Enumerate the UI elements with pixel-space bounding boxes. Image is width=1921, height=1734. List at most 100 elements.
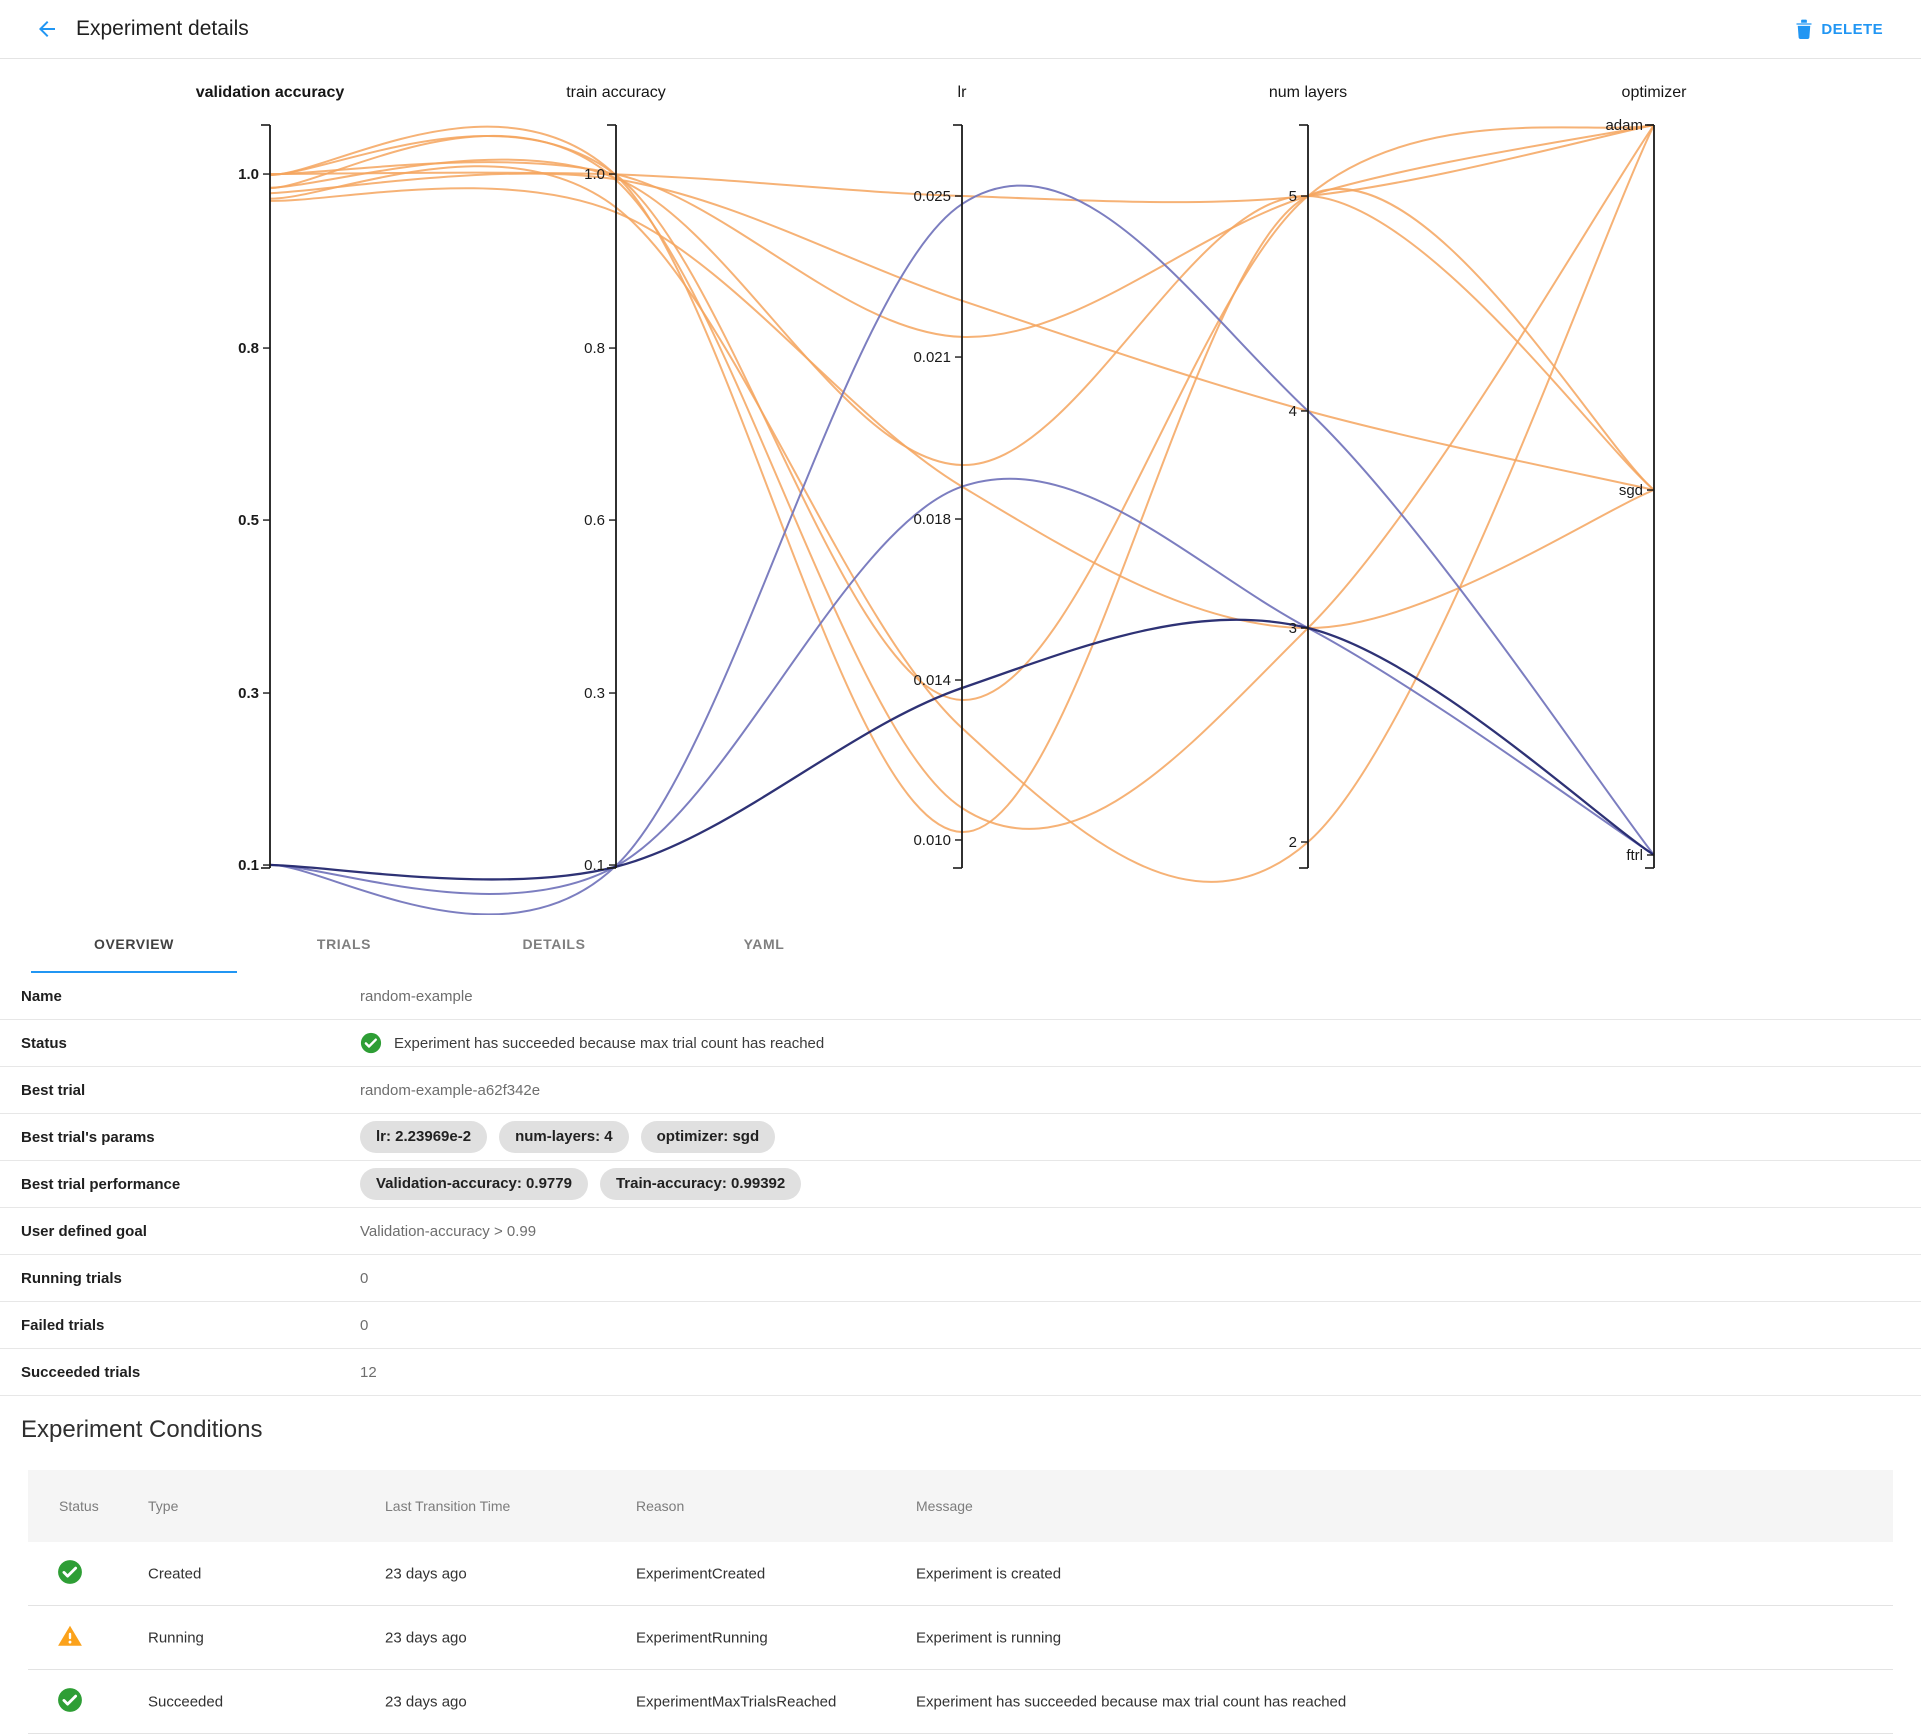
- axis-tick-label: ftrl: [1626, 847, 1643, 864]
- overview-row-label: Status: [21, 1034, 67, 1052]
- axis-tick-label: 4: [1289, 403, 1297, 420]
- axis-tick-label: 0.014: [913, 672, 951, 689]
- axis-tick-label: 1.0: [584, 166, 605, 183]
- experiment-status: Experiment has succeeded because max tri…: [360, 1032, 824, 1054]
- trial-line[interactable]: [269, 125, 1655, 834]
- axis-num_layers[interactable]: 5 4 3 2 num layers: [1269, 84, 1347, 869]
- axis-tick-label: 0.5: [238, 512, 259, 529]
- axis-optimizer[interactable]: adam sgd ftrl optimizer: [1605, 84, 1688, 869]
- axis-tick-label: 0.1: [238, 857, 259, 874]
- condition-row: Succeeded 23 days ago ExperimentMaxTrialsR…: [28, 1670, 1893, 1734]
- overview-row: Succeeded trials 12: [0, 1349, 1921, 1396]
- condition-message: Experiment is running: [916, 1629, 1062, 1646]
- overview-row: Best trial random-example-a62f342e: [0, 1067, 1921, 1114]
- condition-reason: ExperimentRunning: [636, 1629, 768, 1646]
- condition-status-cell: [57, 1623, 83, 1653]
- tab-yaml[interactable]: YAML: [743, 936, 785, 952]
- chart-section: 1.0 0.8 0.5 0.3 0.1 validation accuracy 1.0 0.8…: [0, 59, 1921, 916]
- conditions-column-header: Reason: [636, 1498, 685, 1514]
- trash-icon: [1796, 19, 1812, 39]
- overview-row-label: User defined goal: [21, 1222, 147, 1240]
- axis-title: train accuracy: [566, 84, 666, 101]
- overview-row: Running trials 0: [0, 1255, 1921, 1302]
- app-header: Experiment details DELETE: [0, 0, 1921, 59]
- tab-details[interactable]: DETAILS: [522, 936, 586, 952]
- axis-train_accuracy[interactable]: 1.0 0.8 0.6 0.3 0.1 train accuracy: [566, 84, 666, 874]
- overview-row-value: 0: [360, 1316, 369, 1334]
- axis-tick-label: 0.021: [913, 349, 951, 366]
- experiment-status-text: Experiment has succeeded because max tri…: [394, 1034, 825, 1052]
- tab-trials[interactable]: TRIALS: [316, 936, 372, 952]
- condition-status-cell: [57, 1559, 83, 1589]
- axis-tick-label: 1.0: [238, 166, 259, 183]
- condition-reason: ExperimentMaxTrialsReached: [636, 1693, 837, 1710]
- overview-row: Best trial performance Validation-accurac…: [0, 1161, 1921, 1208]
- axis-validation_accuracy[interactable]: 1.0 0.8 0.5 0.3 0.1 validation accuracy: [196, 84, 345, 874]
- axis-title: optimizer: [1622, 84, 1688, 101]
- conditions-column-header: Status: [59, 1498, 99, 1514]
- conditions-column-header: Type: [148, 1498, 179, 1514]
- param-chip: optimizer: sgd: [640, 1121, 776, 1153]
- conditions-heading: Experiment Conditions: [21, 1416, 263, 1443]
- param-chip: lr: 2.23969e-2: [360, 1121, 488, 1153]
- param-chip: Train-accuracy: 0.99392: [599, 1168, 802, 1200]
- success-check-icon: [360, 1032, 382, 1054]
- overview-row: User defined goal Validation-accuracy > 0…: [0, 1208, 1921, 1255]
- tab-overview[interactable]: OVERVIEW: [29, 915, 239, 973]
- axis-tick-label: 2: [1289, 834, 1297, 851]
- axis-tick-label: 5: [1289, 188, 1297, 205]
- overview-row-label: Best trial performance: [21, 1175, 181, 1193]
- overview-row-value: random-example: [360, 987, 473, 1005]
- condition-time: 23 days ago: [385, 1693, 467, 1710]
- condition-message: Experiment is created: [916, 1565, 1062, 1582]
- condition-row: Created 23 days ago ExperimentCreated Exper…: [28, 1542, 1893, 1606]
- delete-button[interactable]: DELETE: [1785, 11, 1893, 47]
- tab-bar: OVERVIEW TRIALS DETAILS YAML: [0, 915, 1921, 973]
- overview-row-label: Name: [21, 987, 62, 1005]
- condition-type: Created: [148, 1565, 202, 1582]
- trial-line[interactable]: [269, 184, 1655, 916]
- condition-message: Experiment has succeeded because max tri…: [916, 1693, 1347, 1710]
- conditions-column-header: Last Transition Time: [385, 1498, 511, 1514]
- overview-row: Best trial's params lr: 2.23969e-2 num-lay…: [0, 1114, 1921, 1161]
- condition-type: Running: [148, 1629, 204, 1646]
- param-chip: Validation-accuracy: 0.9779: [360, 1168, 588, 1200]
- page-title: Experiment details: [76, 17, 249, 40]
- overview-row-chips: lr: 2.23969e-2 num-layers: 4 optimizer: sg…: [360, 1121, 776, 1153]
- parallel-coordinates-chart[interactable]: 1.0 0.8 0.5 0.3 0.1 validation accuracy 1.0 0.8…: [0, 59, 1921, 916]
- conditions-table-header: Status Type Last Transition Time Reason Mess…: [28, 1470, 1893, 1542]
- overview-row-label: Best trial's params: [21, 1128, 155, 1146]
- overview-row-label: Failed trials: [21, 1316, 105, 1334]
- condition-status-cell: [57, 1687, 83, 1717]
- axis-tick-label: 0.025: [913, 188, 951, 205]
- axis-tick-label: 0.3: [238, 685, 259, 702]
- overview-row: Name random-example: [0, 973, 1921, 1020]
- back-button[interactable]: [30, 12, 64, 46]
- overview-row-value: random-example-a62f342e: [360, 1081, 541, 1099]
- axis-tick-label: sgd: [1619, 482, 1643, 499]
- back-arrow-icon: [39, 21, 55, 37]
- trial-line[interactable]: [269, 158, 1655, 491]
- overview-row: Status Experiment has succeeded because m…: [0, 1020, 1921, 1067]
- axis-tick-label: 0.8: [584, 340, 605, 357]
- condition-time: 23 days ago: [385, 1565, 467, 1582]
- axis-tick-label: 0.1: [584, 857, 605, 874]
- condition-type: Succeeded: [148, 1693, 224, 1710]
- condition-reason: ExperimentCreated: [636, 1565, 766, 1582]
- axis-tick-label: 3: [1289, 620, 1297, 637]
- success-check-icon: [58, 1559, 82, 1584]
- axis-title: num layers: [1269, 84, 1347, 101]
- overview-row-label: Best trial: [21, 1081, 86, 1099]
- param-chip: num-layers: 4: [499, 1121, 629, 1153]
- overview-row-label: Succeeded trials: [21, 1363, 141, 1381]
- trial-line[interactable]: [269, 124, 1655, 883]
- condition-row: Running 23 days ago ExperimentRunning Exper…: [28, 1606, 1893, 1670]
- axis-tick-label: 0.010: [913, 832, 951, 849]
- conditions-column-header: Message: [916, 1498, 973, 1514]
- axis-tick-label: 0.6: [584, 512, 605, 529]
- axis-lr[interactable]: 0.025 0.021 0.018 0.014 0.010 lr: [913, 84, 967, 869]
- warning-triangle-icon: [58, 1625, 82, 1646]
- overview-row-value: Validation-accuracy > 0.99: [360, 1222, 537, 1240]
- overview-row: Failed trials 0: [0, 1302, 1921, 1349]
- conditions-table: Status Type Last Transition Time Reason Mess…: [0, 1470, 1921, 1734]
